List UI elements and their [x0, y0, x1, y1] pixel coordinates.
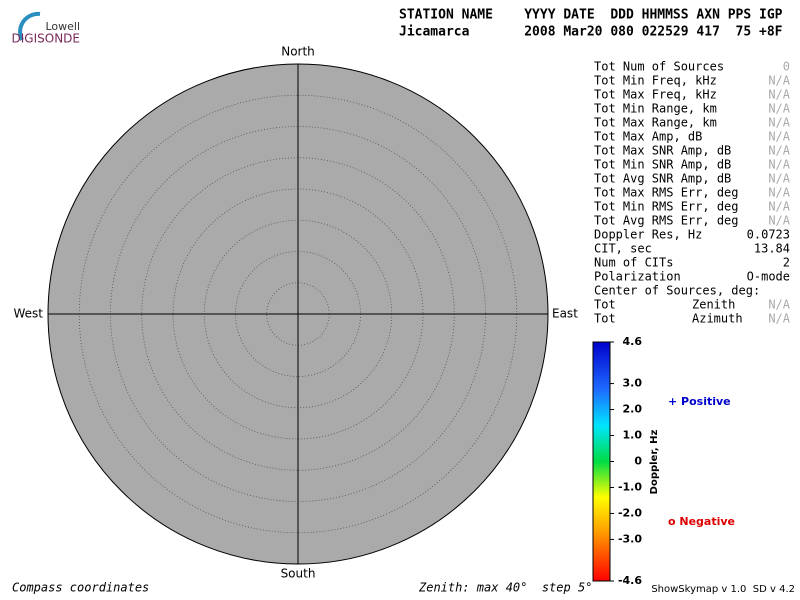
- compass-label: South: [281, 567, 316, 581]
- stat-value: N/A: [768, 200, 790, 214]
- footer-center: Zenith: max 40° step 5°: [418, 581, 592, 595]
- stat-label: Tot Avg RMS Err, deg: [594, 214, 739, 228]
- stat-value: 0.0723: [747, 228, 790, 242]
- stat-label: Tot Max Freq, kHz: [594, 88, 717, 102]
- compass-label: West: [13, 307, 43, 321]
- stat-value: O-mode: [747, 270, 790, 284]
- stat-sublabel: Zenith: [692, 298, 735, 312]
- stat-label: Tot Min RMS Err, deg: [594, 200, 739, 214]
- stat-value: N/A: [768, 144, 790, 158]
- stat-label: Center of Sources, deg:: [594, 284, 760, 298]
- colorbar-tick-label: -3.0: [618, 532, 642, 545]
- stat-label: Tot Max SNR Amp, dB: [594, 144, 731, 158]
- stat-label: Tot Avg SNR Amp, dB: [594, 172, 731, 186]
- colorbar-tick-label: 4.6: [623, 335, 643, 348]
- stat-value: N/A: [768, 158, 790, 172]
- logo-top: Lowell: [45, 20, 80, 33]
- colorbar-tick-label: -2.0: [618, 506, 642, 519]
- stat-label: Tot Min SNR Amp, dB: [594, 158, 731, 172]
- stat-value: N/A: [768, 88, 790, 102]
- stat-label: Tot: [594, 298, 616, 312]
- header-line: STATION NAME YYYY DATE DDD HHMMSS AXN PP…: [399, 8, 783, 23]
- logo-swoosh: [18, 11, 41, 41]
- colorbar-tick-label: -1.0: [618, 480, 642, 493]
- stat-label: Tot Min Freq, kHz: [594, 74, 717, 88]
- stat-value: N/A: [768, 74, 790, 88]
- stat-value: 13.84: [754, 242, 790, 256]
- stat-value: N/A: [768, 116, 790, 130]
- colorbar-tick-label: -4.6: [618, 574, 642, 587]
- footer-left: Compass coordinates: [12, 581, 149, 595]
- positive-legend: + Positive: [668, 395, 731, 408]
- colorbar-tick-label: 2.0: [623, 403, 643, 416]
- colorbar-tick-label: 3.0: [623, 377, 643, 390]
- stat-label: Tot Num of Sources: [594, 60, 724, 74]
- stat-value: N/A: [768, 130, 790, 144]
- stat-value: N/A: [768, 214, 790, 228]
- stat-label: Tot Max RMS Err, deg: [594, 186, 739, 200]
- stat-label: Tot: [594, 312, 616, 326]
- stat-value: 2: [783, 256, 790, 270]
- stat-sublabel: Azimuth: [692, 312, 743, 326]
- stat-value: N/A: [768, 312, 790, 326]
- stat-value: N/A: [768, 172, 790, 186]
- stat-label: Polarization: [594, 270, 681, 284]
- stat-value: 0: [783, 60, 790, 74]
- stat-label: CIT, sec: [594, 242, 652, 256]
- colorbar-tick-label: 1.0: [623, 429, 643, 442]
- header-line: Jicamarca 2008 Mar20 080 022529 417 75 +…: [399, 25, 783, 40]
- compass-label: East: [552, 307, 578, 321]
- stat-label: Tot Min Range, km: [594, 102, 717, 116]
- colorbar: [592, 341, 611, 582]
- stat-label: Doppler Res, Hz: [594, 228, 702, 242]
- stat-value: N/A: [768, 298, 790, 312]
- stat-value: N/A: [768, 186, 790, 200]
- footer-right: ShowSkymap v 1.0 SD v 4.2: [651, 584, 795, 595]
- compass-label: North: [281, 45, 315, 59]
- stat-label: Tot Max Range, km: [594, 116, 717, 130]
- colorbar-tick-label: 0: [634, 455, 642, 468]
- logo-bottom: DIGISONDE: [12, 32, 80, 46]
- stat-label: Tot Max Amp, dB: [594, 130, 702, 144]
- stat-label: Num of CITs: [594, 256, 673, 270]
- negative-legend: o Negative: [668, 515, 735, 528]
- stat-value: N/A: [768, 102, 790, 116]
- colorbar-title: Doppler, Hz: [649, 430, 660, 495]
